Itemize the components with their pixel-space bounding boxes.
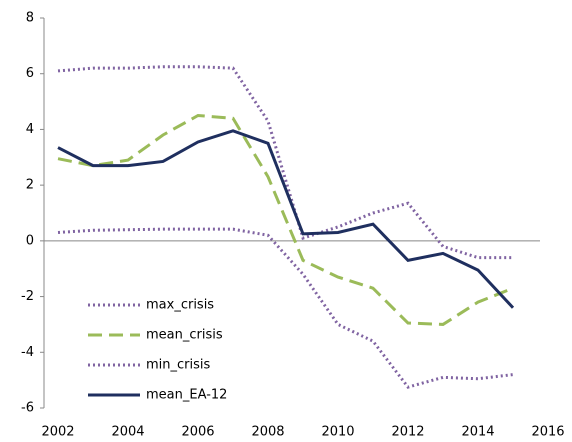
y-tick-label: -6 <box>21 401 34 416</box>
series-line <box>57 129 515 309</box>
legend-label: mean_crisis <box>146 328 223 343</box>
legend-label: max_crisis <box>146 298 214 313</box>
legend-label: min_crisis <box>146 358 211 373</box>
x-tick-label: 2012 <box>391 425 424 440</box>
x-tick-label: 2010 <box>321 425 354 440</box>
legend-label: mean_EA-12 <box>146 388 227 403</box>
y-tick-label: 6 <box>26 66 34 81</box>
y-tick-label: 8 <box>26 11 34 26</box>
series-line <box>57 65 513 260</box>
y-tick-label: -2 <box>21 289 34 304</box>
x-tick-label: 2014 <box>461 425 494 440</box>
x-tick-label: 2016 <box>531 425 564 440</box>
series-line <box>57 227 514 389</box>
y-tick-label: 0 <box>26 233 34 248</box>
x-tick-label: 2008 <box>251 425 284 440</box>
y-tick-label: 4 <box>26 122 34 137</box>
y-tick-label: 2 <box>26 178 34 193</box>
x-tick-label: 2004 <box>111 425 144 440</box>
x-tick-label: 2002 <box>41 425 74 440</box>
x-tick-label: 2006 <box>181 425 214 440</box>
y-tick-label: -4 <box>21 345 34 360</box>
series-line <box>57 113 514 326</box>
